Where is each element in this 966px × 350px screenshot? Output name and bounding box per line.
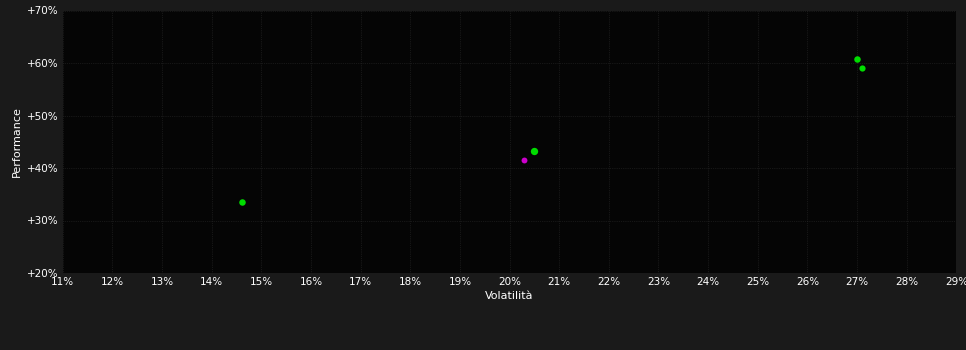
- X-axis label: Volatilità: Volatilità: [485, 291, 534, 301]
- Point: [854, 65, 869, 71]
- Point: [526, 148, 542, 153]
- Point: [234, 199, 249, 205]
- Y-axis label: Performance: Performance: [12, 106, 21, 177]
- Point: [517, 158, 532, 163]
- Point: [849, 56, 865, 62]
